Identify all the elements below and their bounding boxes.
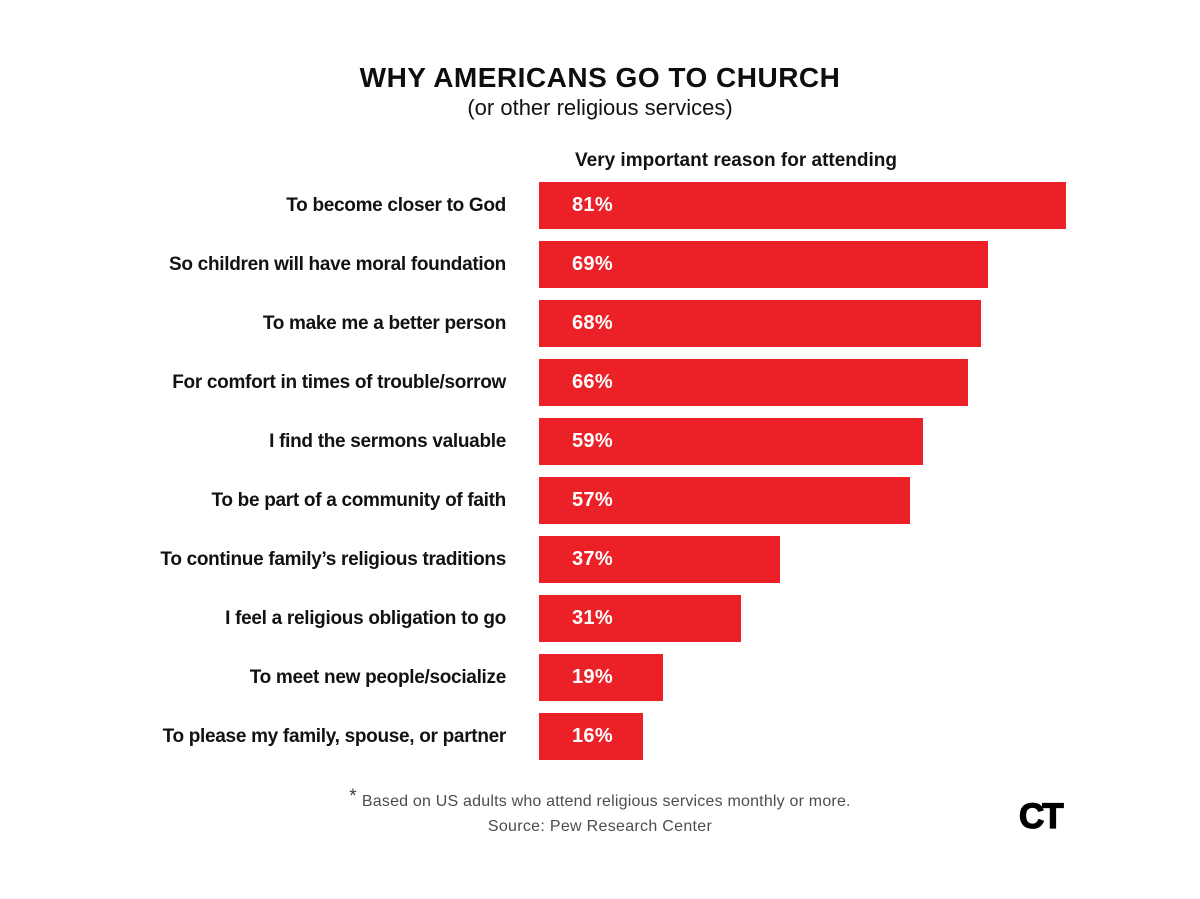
bar-value: 31% [572,607,613,629]
bar-value: 69% [572,253,613,275]
chart-row: To please my family, spouse, or partner … [0,713,1200,760]
chart-row: To make me a better person 68% [0,300,1200,347]
bar: 81% [539,182,1066,229]
chart-row: I feel a religious obligation to go 31% [0,595,1200,642]
bar-value: 66% [572,371,613,393]
bar-value: 68% [572,312,613,334]
footnote: * Based on US adults who attend religious… [0,786,1200,811]
bar-label: So children will have moral foundation [169,254,506,275]
column-header: Very important reason for attending [575,150,897,171]
footnote-asterisk: * [349,786,357,807]
chart-row: For comfort in times of trouble/sorrow 6… [0,359,1200,406]
bar-label: To meet new people/socialize [249,667,507,688]
bar-value: 57% [572,489,613,511]
bar-label: I feel a religious obligation to go [225,608,506,629]
bar-label: To become closer to God [286,195,506,216]
bar: 19% [539,654,663,701]
bar: 31% [539,595,741,642]
bar-label: I find the sermons valuable [269,431,506,452]
chart-row: To become closer to God 81% [0,182,1200,229]
bar-label: To make me a better person [262,313,506,334]
bar-value: 16% [572,725,613,747]
chart-row: To meet new people/socialize 19% [0,654,1200,701]
bar-value: 59% [572,430,613,452]
bar-label: To please my family, spouse, or partner [162,726,507,747]
bar-value: 19% [572,666,613,688]
bar: 66% [539,359,968,406]
bar-label: For comfort in times of trouble/sorrow [172,372,506,393]
ct-logo: CT [1018,797,1064,836]
footnote-text: Based on US adults who attend religious … [361,793,851,810]
bar-value: 37% [572,548,613,570]
chart-row: To be part of a community of faith 57% [0,477,1200,524]
bar-chart: To become closer to God 81% So children … [0,182,1200,760]
bar: 37% [539,536,780,583]
chart-row: To continue family’s religious tradition… [0,536,1200,583]
bar: 69% [539,241,988,288]
chart-title: WHY AMERICANS GO TO CHURCH [359,62,841,93]
bar-label: To be part of a community of faith [211,490,506,511]
chart-row: I find the sermons valuable 59% [0,418,1200,465]
source-credit: Source: Pew Research Center [487,818,713,835]
chart-row: So children will have moral foundation 6… [0,241,1200,288]
bar: 57% [539,477,910,524]
bar: 16% [539,713,643,760]
bar: 68% [539,300,981,347]
chart-subtitle: (or other religious services) [467,95,733,120]
bar-label: To continue family’s religious tradition… [160,549,506,570]
bar-value: 81% [572,194,613,216]
bar: 59% [539,418,923,465]
